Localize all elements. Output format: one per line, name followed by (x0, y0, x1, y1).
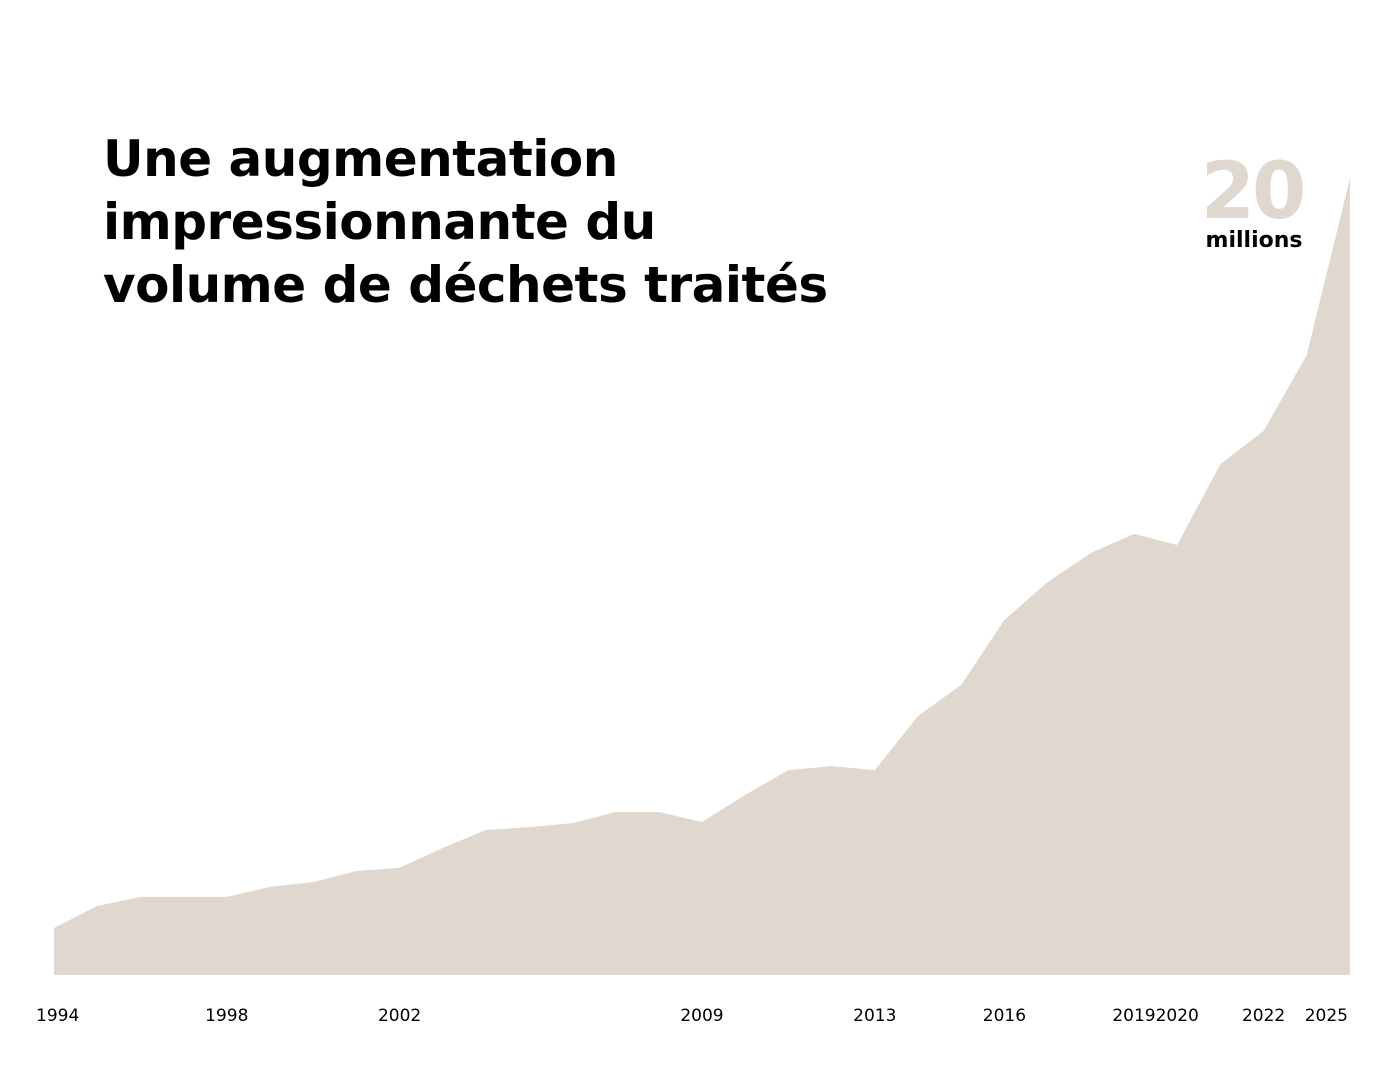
annotation-value: 20 (1201, 147, 1304, 237)
x-tick-label: 2022 (1242, 1006, 1285, 1026)
x-tick-label: 1994 (36, 1006, 79, 1026)
area (54, 178, 1350, 975)
x-tick-label: 2002 (378, 1006, 421, 1026)
x-tick-label: 2020 (1156, 1006, 1199, 1026)
x-tick-label: 2016 (983, 1006, 1026, 1026)
x-tick-label: 2013 (853, 1006, 896, 1026)
x-tick-label: 1998 (205, 1006, 248, 1026)
x-tick-label: 2009 (680, 1006, 723, 1026)
x-tick-label: 2025 (1305, 1006, 1348, 1026)
chart-title: Une augmentation impressionnante du volu… (103, 130, 828, 314)
annotation-unit: millions (1206, 228, 1303, 253)
x-tick-label: 2019 (1112, 1006, 1155, 1026)
